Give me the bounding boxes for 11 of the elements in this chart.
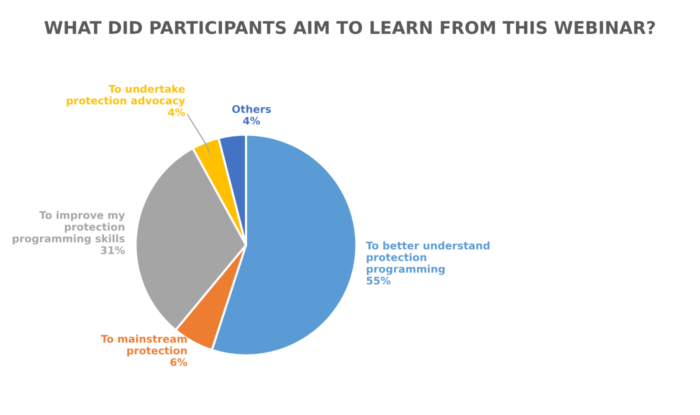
slice-label: To undertake protection advocacy <box>66 84 186 107</box>
data-label: 4% <box>243 116 260 125</box>
data-label: 4% <box>168 108 185 116</box>
slice-label: Others <box>232 104 271 114</box>
data-label: 31% <box>100 246 125 254</box>
slice-label: To improve my protection programming skills <box>12 210 125 245</box>
data-label: 55% <box>366 276 391 285</box>
slice-label: To mainstream protection <box>100 334 187 356</box>
chart-title: WHAT DID PARTICIPANTS AIM TO LEARN FROM THIS WEBINAR? <box>44 20 655 34</box>
data-label: 6% <box>170 358 188 366</box>
slice-label: To better understand protection programming <box>366 241 490 275</box>
